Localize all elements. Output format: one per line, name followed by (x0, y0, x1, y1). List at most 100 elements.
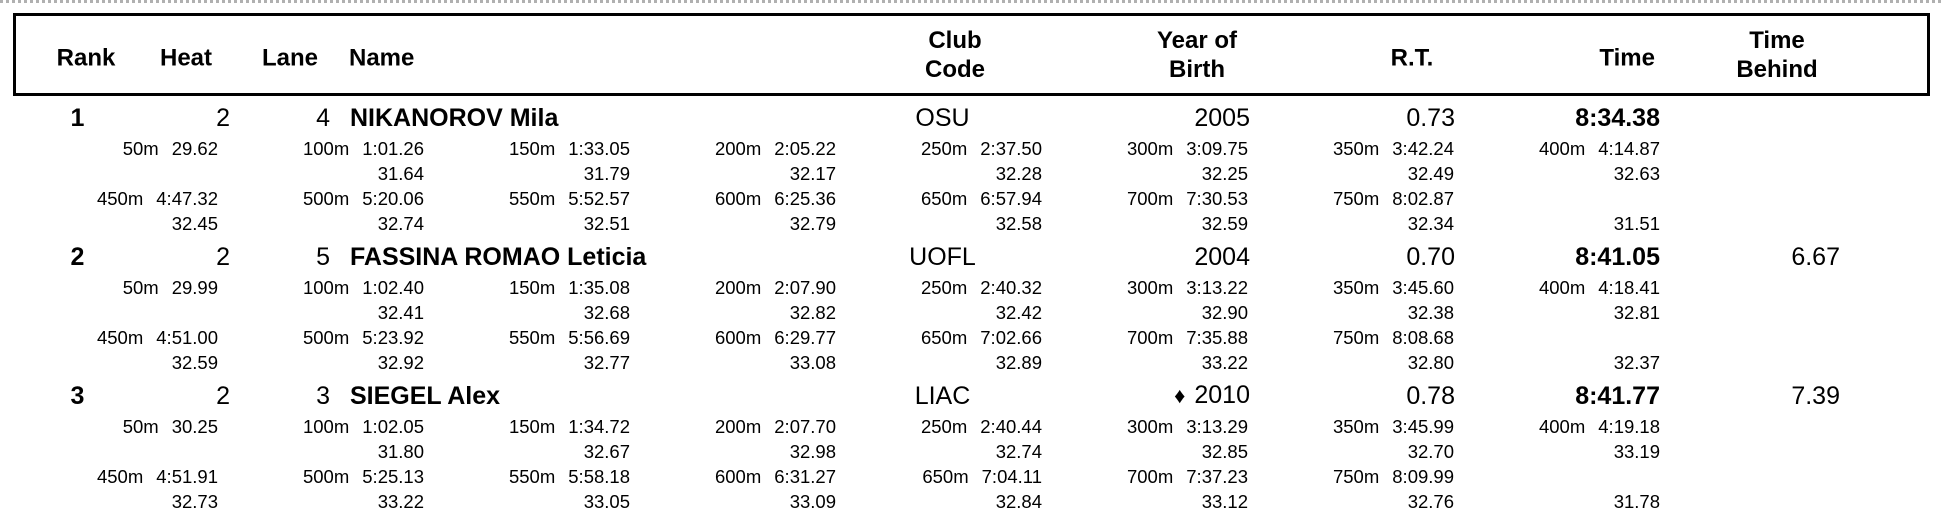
split-distance: 400m (1538, 416, 1586, 437)
split-cell: 400m 4:14.87 (1454, 136, 1660, 161)
split-cell: 500m 5:25.13 (218, 464, 424, 489)
split-distance: 400m (1538, 277, 1586, 298)
split-distance: 200m (714, 277, 762, 298)
split-diff: 33.05 (583, 491, 630, 510)
split-diffs-line: 31.64 31.79 32.17 32.28 32.25 32.49 32.63 (0, 161, 1941, 186)
split-diff (12, 300, 218, 325)
split-time: 7:30.53 (1186, 188, 1248, 209)
split-time: 3:13.29 (1186, 416, 1248, 437)
split-cell: 250m 2:40.32 (836, 275, 1042, 300)
split-diff: 32.59 (1201, 213, 1248, 234)
column-header-heat: Heat (159, 44, 213, 72)
result-main-row: 2 2 5 FASSINA ROMAO Leticia UOFL 2004 0.… (0, 236, 1941, 275)
split-diff: 31.51 (1613, 213, 1660, 234)
split-diff: 32.90 (1201, 302, 1248, 323)
reaction-time-value: 0.73 (1406, 104, 1455, 132)
split-cell: 600m 6:31.27 (630, 464, 836, 489)
split-time: 5:20.06 (362, 188, 424, 209)
split-distance: 500m (302, 327, 350, 348)
split-time: 4:51.00 (156, 327, 218, 348)
lane-value: 3 (316, 382, 330, 410)
column-header-behind-line2: Behind (1736, 55, 1818, 83)
split-cell: 650m 7:02.66 (836, 325, 1042, 350)
split-time: 8:02.87 (1392, 188, 1454, 209)
year-of-birth-value: 2004 (1045, 242, 1250, 272)
split-cell: 50m 29.99 (12, 275, 218, 300)
split-time: 29.62 (171, 138, 218, 159)
split-diff: 32.81 (1613, 302, 1660, 323)
split-distance: 450m (96, 188, 144, 209)
split-diff: 32.74 (995, 441, 1042, 462)
split-diff: 32.28 (995, 163, 1042, 184)
split-time: 2:05.22 (774, 138, 836, 159)
split-cell: 650m 7:04.11 (836, 464, 1042, 489)
split-distance: 50m (122, 416, 159, 437)
split-time: 3:45.60 (1392, 277, 1454, 298)
split-diff: 32.59 (171, 352, 218, 373)
lane-value: 5 (316, 243, 330, 271)
split-cell: 500m 5:20.06 (218, 186, 424, 211)
split-cell: 450m 4:51.91 (12, 464, 218, 489)
split-distance: 350m (1332, 277, 1380, 298)
column-header-year-of-birth: Year of Birth (1157, 26, 1237, 84)
split-time: 2:40.32 (980, 277, 1042, 298)
split-distance: 300m (1126, 277, 1174, 298)
split-time: 6:31.27 (774, 466, 836, 487)
split-diff: 32.89 (995, 352, 1042, 373)
split-time: 4:51.91 (156, 466, 218, 487)
split-distance: 150m (508, 277, 556, 298)
split-diff: 32.34 (1407, 213, 1454, 234)
final-time-value: 8:41.77 (1575, 382, 1660, 410)
result-main-row: 3 2 3 SIEGEL Alex LIAC ♦ 2010 0.78 8:41.7… (0, 375, 1941, 414)
split-cell: 600m 6:29.77 (630, 325, 836, 350)
club-code-value: LIAC (914, 382, 971, 410)
split-distance: 200m (714, 416, 762, 437)
split-cell: 50m 29.62 (12, 136, 218, 161)
split-distance: 600m (714, 466, 762, 487)
heat-value: 2 (216, 104, 230, 132)
split-diff: 33.19 (1613, 441, 1660, 462)
split-time: 6:25.36 (774, 188, 836, 209)
split-distance: 750m (1332, 327, 1380, 348)
split-diff: 32.80 (1407, 352, 1454, 373)
split-distance: 100m (302, 416, 350, 437)
club-code-value: OSU (915, 104, 970, 132)
split-distance: 600m (714, 188, 762, 209)
split-distance: 550m (508, 327, 556, 348)
split-cell (1454, 186, 1660, 211)
split-distance: 150m (508, 138, 556, 159)
swimmer-name: FASSINA ROMAO Leticia (350, 243, 647, 271)
split-cell: 200m 2:07.90 (630, 275, 836, 300)
split-diff: 32.76 (1407, 491, 1454, 510)
split-time: 4:14.87 (1598, 138, 1660, 159)
split-time: 1:01.26 (362, 138, 424, 159)
year-of-birth-number: 2005 (1194, 104, 1250, 132)
time-behind-value: 6.67 (1791, 243, 1840, 271)
split-time: 1:02.40 (362, 277, 424, 298)
split-time: 6:57.94 (980, 188, 1042, 209)
splits-line: 450m 4:51.91 500m 5:25.13 550m 5:58.18 600m 6:3… (0, 464, 1941, 489)
split-time: 4:47.32 (156, 188, 218, 209)
split-time: 1:34.72 (568, 416, 630, 437)
split-diff (12, 161, 218, 186)
split-time: 5:52.57 (568, 188, 630, 209)
split-time: 8:09.99 (1392, 466, 1454, 487)
split-diffs-line: 32.41 32.68 32.82 32.42 32.90 32.38 32.81 (0, 300, 1941, 325)
result-main-row: 1 2 4 NIKANOROV Mila OSU 2005 0.73 8:34.… (0, 97, 1941, 136)
split-distance: 250m (920, 277, 968, 298)
swimmer-name: SIEGEL Alex (350, 382, 501, 410)
split-distance: 350m (1332, 138, 1380, 159)
split-time: 7:35.88 (1186, 327, 1248, 348)
split-distance: 300m (1126, 138, 1174, 159)
split-cell: 350m 3:45.60 (1248, 275, 1454, 300)
splits-line: 450m 4:47.32 500m 5:20.06 550m 5:52.57 600m 6:2… (0, 186, 1941, 211)
split-cell: 400m 4:18.41 (1454, 275, 1660, 300)
split-cell: 700m 7:37.23 (1042, 464, 1248, 489)
rank-value: 3 (70, 382, 85, 410)
split-distance: 450m (96, 327, 144, 348)
split-time: 7:02.66 (980, 327, 1042, 348)
split-cell: 400m 4:19.18 (1454, 414, 1660, 439)
split-time: 7:37.23 (1186, 466, 1248, 487)
split-diff (12, 439, 218, 464)
split-distance: 750m (1332, 188, 1380, 209)
